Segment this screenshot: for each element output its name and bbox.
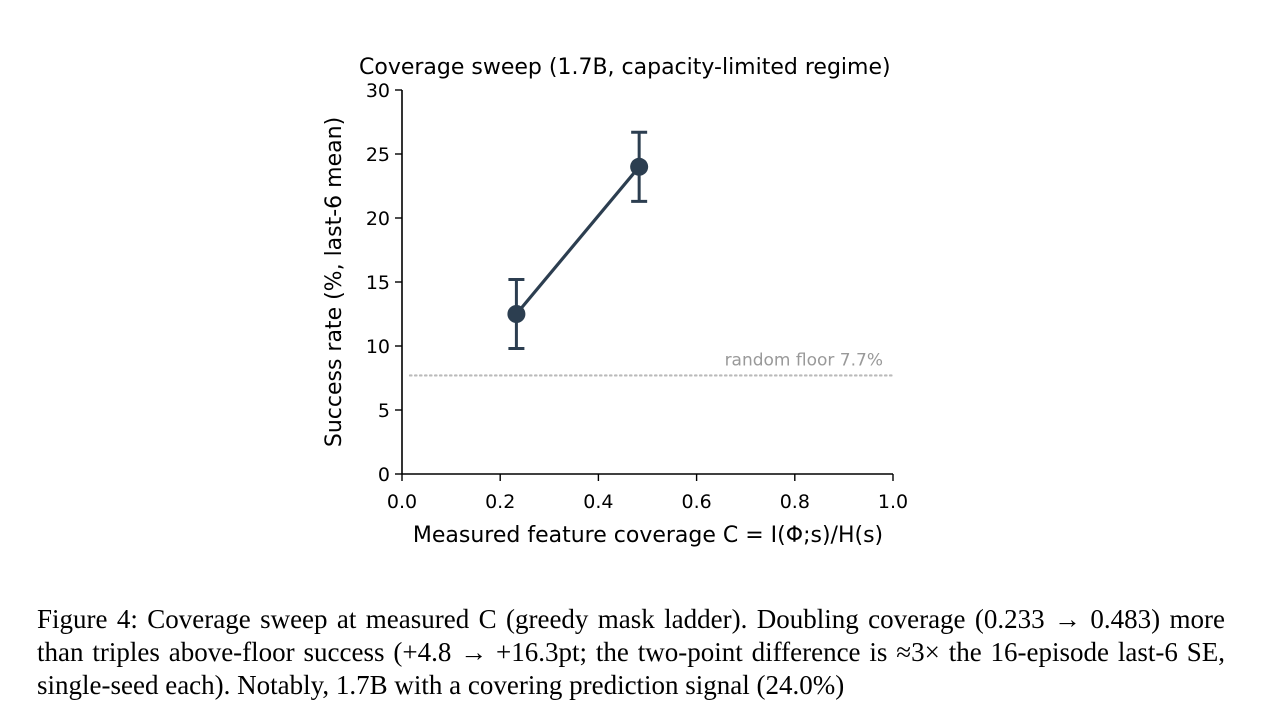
y-tick-label: 10 [366,336,390,358]
random-floor-label: random floor 7.7% [725,350,883,370]
y-tick-label: 20 [366,208,390,230]
series-line [515,165,641,316]
data-point [630,157,649,176]
x-tick-label: 0.8 [780,491,810,513]
y-axis-label: Success rate (%, last-6 mean) [322,117,347,447]
x-tick-label: 1.0 [878,491,908,513]
y-tick-label: 25 [366,144,390,166]
y-tick-label: 30 [366,80,390,102]
data-point [507,305,526,323]
x-tick-label: 0.2 [485,491,515,513]
figure-caption: Figure 4: Coverage sweep at measured C (… [37,603,1225,702]
x-tick-label: 0.6 [681,491,711,513]
axes: 0.0 0.2 0.4 0.6 0.8 1.0 0 5 10 15 20 25 30 [366,80,908,513]
x-axis-label: Measured feature coverage C = I(Φ;s)/H(s… [413,523,883,548]
series-group [507,130,649,351]
x-tick-label: 0.0 [387,491,417,513]
y-tick-label: 15 [366,272,390,294]
caption-text: Figure 4: Coverage sweep at measured C (… [37,604,1232,700]
y-tick-label: 5 [378,400,390,422]
x-tick-label: 0.4 [583,491,613,513]
y-tick-label: 0 [378,464,390,486]
chart-title: Coverage sweep (1.7B, capacity-limited r… [359,55,891,80]
chart: Coverage sweep (1.7B, capacity-limited r… [322,55,908,548]
reference-line-group: random floor 7.7% [408,350,895,377]
